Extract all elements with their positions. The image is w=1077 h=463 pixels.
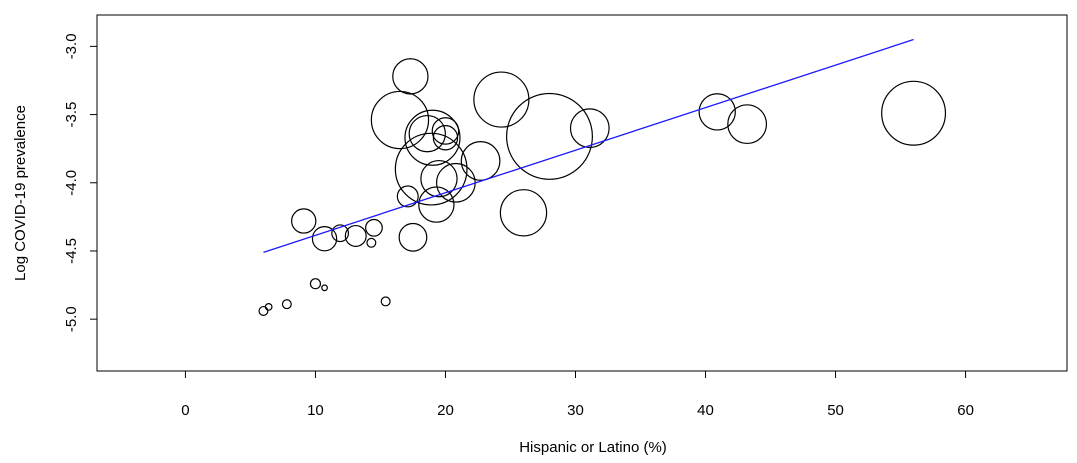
data-point	[311, 225, 338, 252]
x-tick-label: 40	[697, 402, 714, 419]
data-point	[727, 104, 768, 145]
data-point	[394, 132, 468, 206]
data-point	[380, 296, 391, 307]
data-point	[431, 117, 460, 145]
regression-line-group	[263, 38, 914, 253]
data-point	[420, 159, 458, 198]
data-points	[258, 58, 947, 316]
data-point	[499, 189, 548, 237]
x-axis-title: Hispanic or Latino (%)	[519, 439, 667, 456]
data-point	[321, 284, 328, 292]
data-point	[264, 302, 273, 311]
y-tick-label: -5.0	[63, 306, 80, 332]
y-axis: -3.0 -3.5 -4.0 -4.5 -5.0	[63, 33, 97, 332]
x-axis: 0 10 20 30 40 50 60	[181, 371, 974, 419]
x-tick-label: 30	[567, 402, 584, 419]
data-point	[396, 185, 419, 208]
y-tick-label: -3.5	[63, 102, 80, 128]
y-tick-label: -3.0	[63, 33, 80, 59]
x-tick-label: 50	[827, 402, 844, 419]
data-point	[881, 80, 947, 146]
data-point	[365, 218, 383, 237]
x-tick-label: 10	[307, 402, 324, 419]
data-point	[698, 93, 736, 131]
data-point	[258, 305, 269, 316]
plot-frame	[96, 14, 1068, 372]
data-point	[309, 278, 322, 290]
data-point	[435, 162, 476, 203]
data-point	[398, 222, 428, 252]
x-tick-label: 60	[957, 402, 974, 419]
data-point	[366, 237, 377, 248]
x-tick-label: 0	[181, 402, 189, 419]
data-point	[473, 71, 530, 128]
data-point	[569, 108, 610, 149]
data-point	[432, 125, 459, 151]
x-tick-label: 20	[437, 402, 454, 419]
data-point	[281, 299, 292, 310]
data-point	[404, 109, 461, 166]
y-axis-title: Log COVID-19 prevalence	[12, 105, 29, 281]
data-point	[370, 90, 430, 150]
data-point	[291, 208, 317, 234]
data-point	[392, 58, 429, 95]
regression-line	[263, 38, 914, 253]
data-point	[408, 114, 446, 153]
data-point	[505, 92, 593, 180]
data-point	[418, 186, 455, 223]
y-tick-label: -4.0	[63, 170, 80, 196]
data-point	[460, 141, 501, 181]
y-tick-label: -4.5	[63, 238, 80, 264]
data-point	[331, 224, 350, 243]
data-point	[344, 224, 367, 247]
